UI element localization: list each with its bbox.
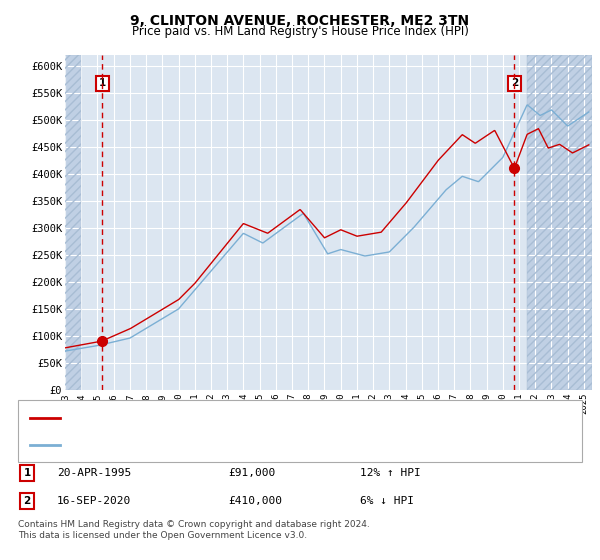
Text: £91,000: £91,000 [228,468,275,478]
Text: £410,000: £410,000 [228,496,282,506]
Text: 1: 1 [98,78,106,88]
Text: 12% ↑ HPI: 12% ↑ HPI [360,468,421,478]
Text: HPI: Average price, detached house, Medway: HPI: Average price, detached house, Medw… [69,440,305,450]
Bar [527,55,592,390]
Text: 2: 2 [23,496,31,506]
Bar [65,55,81,390]
Bar [65,55,81,390]
Text: Contains HM Land Registry data © Crown copyright and database right 2024.: Contains HM Land Registry data © Crown c… [18,520,370,529]
Bar [527,55,592,390]
Text: 1: 1 [23,468,31,478]
Text: 9, CLINTON AVENUE, ROCHESTER, ME2 3TN: 9, CLINTON AVENUE, ROCHESTER, ME2 3TN [130,14,470,28]
Text: This data is licensed under the Open Government Licence v3.0.: This data is licensed under the Open Gov… [18,531,307,540]
Text: 16-SEP-2020: 16-SEP-2020 [57,496,131,506]
Text: 6% ↓ HPI: 6% ↓ HPI [360,496,414,506]
Text: 2: 2 [511,78,518,88]
Text: 20-APR-1995: 20-APR-1995 [57,468,131,478]
Text: 9, CLINTON AVENUE, ROCHESTER, ME2 3TN (detached house): 9, CLINTON AVENUE, ROCHESTER, ME2 3TN (d… [69,413,391,423]
Text: Price paid vs. HM Land Registry's House Price Index (HPI): Price paid vs. HM Land Registry's House … [131,25,469,38]
